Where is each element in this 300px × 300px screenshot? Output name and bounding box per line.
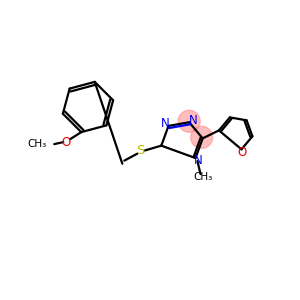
Text: O: O — [238, 146, 247, 159]
Text: N: N — [189, 114, 198, 127]
Text: CH₃: CH₃ — [27, 139, 46, 149]
Text: S: S — [136, 144, 145, 157]
Circle shape — [191, 126, 213, 148]
Text: O: O — [61, 136, 71, 148]
Circle shape — [178, 110, 200, 132]
Text: CH₃: CH₃ — [194, 172, 213, 182]
Text: N: N — [194, 154, 203, 166]
Text: N: N — [161, 117, 170, 130]
